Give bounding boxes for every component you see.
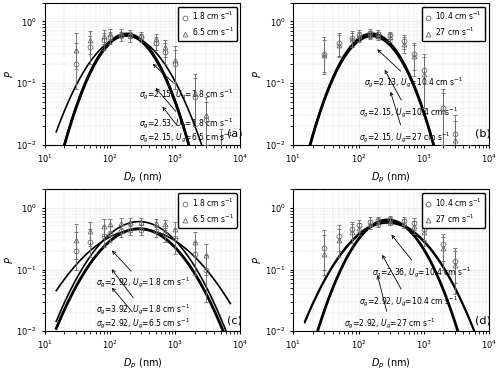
Text: $\sigma_g$=3.92, $U_g$=1.8 cm s$^{-1}$: $\sigma_g$=3.92, $U_g$=1.8 cm s$^{-1}$ xyxy=(96,270,190,317)
X-axis label: $D_p$ (nm): $D_p$ (nm) xyxy=(123,170,162,185)
Y-axis label: $P$: $P$ xyxy=(3,70,15,78)
Text: $\sigma_g$=2.92, $U_g$=1.8 cm s$^{-1}$: $\sigma_g$=2.92, $U_g$=1.8 cm s$^{-1}$ xyxy=(96,251,190,291)
Legend: 1.8 cm s$^{-1}$, 6.5 cm s$^{-1}$: 1.8 cm s$^{-1}$, 6.5 cm s$^{-1}$ xyxy=(178,7,236,42)
Text: $\sigma_g$=2.15, $U_g$=27 cm s$^{-1}$: $\sigma_g$=2.15, $U_g$=27 cm s$^{-1}$ xyxy=(358,92,450,145)
Legend: 1.8 cm s$^{-1}$, 6.5 cm s$^{-1}$: 1.8 cm s$^{-1}$, 6.5 cm s$^{-1}$ xyxy=(178,193,236,228)
Text: (b): (b) xyxy=(476,129,491,139)
Legend: 10.4 cm s$^{-1}$, 27 cm s$^{-1}$: 10.4 cm s$^{-1}$, 27 cm s$^{-1}$ xyxy=(422,7,485,42)
Text: $\sigma_g$=2.13, $U_g$=10.4 cm s$^{-1}$: $\sigma_g$=2.13, $U_g$=10.4 cm s$^{-1}$ xyxy=(364,50,463,90)
X-axis label: $D_p$ (nm): $D_p$ (nm) xyxy=(372,170,411,185)
Text: $\sigma_g$=2.92, $U_g$=6.5 cm s$^{-1}$: $\sigma_g$=2.92, $U_g$=6.5 cm s$^{-1}$ xyxy=(96,288,190,331)
Text: $\sigma_g$=2.15, $U_g$=10.4 cm s$^{-1}$: $\sigma_g$=2.15, $U_g$=10.4 cm s$^{-1}$ xyxy=(358,71,458,120)
Text: (a): (a) xyxy=(227,129,242,139)
Text: $\sigma_g$=2.92, $U_g$=27 cm s$^{-1}$: $\sigma_g$=2.92, $U_g$=27 cm s$^{-1}$ xyxy=(344,276,436,331)
Text: (c): (c) xyxy=(227,315,242,325)
X-axis label: $D_p$ (nm): $D_p$ (nm) xyxy=(372,357,411,371)
Text: $\sigma_g$=2.53, $U_g$=1.8 cm s$^{-1}$: $\sigma_g$=2.53, $U_g$=1.8 cm s$^{-1}$ xyxy=(139,89,233,131)
Y-axis label: $P$: $P$ xyxy=(252,256,264,264)
Text: $\sigma_g$=2.15, $U_g$=6.5 cm s$^{-1}$: $\sigma_g$=2.15, $U_g$=6.5 cm s$^{-1}$ xyxy=(139,107,234,145)
X-axis label: $D_p$ (nm): $D_p$ (nm) xyxy=(123,357,162,371)
Y-axis label: $P$: $P$ xyxy=(3,256,15,264)
Text: (d): (d) xyxy=(476,315,491,325)
Text: $\sigma_g$=2.36, $U_g$=10.4 cm s$^{-1}$: $\sigma_g$=2.36, $U_g$=10.4 cm s$^{-1}$ xyxy=(372,235,471,280)
Text: $\sigma_g$=2.15, $U_g$=1.8 cm s$^{-1}$: $\sigma_g$=2.15, $U_g$=1.8 cm s$^{-1}$ xyxy=(139,64,233,102)
Y-axis label: $P$: $P$ xyxy=(252,70,264,78)
Text: $\sigma_g$=2.92, $U_g$=10.4 cm s$^{-1}$: $\sigma_g$=2.92, $U_g$=10.4 cm s$^{-1}$ xyxy=(358,255,458,309)
Legend: 10.4 cm s$^{-1}$, 27 cm s$^{-1}$: 10.4 cm s$^{-1}$, 27 cm s$^{-1}$ xyxy=(422,193,485,228)
